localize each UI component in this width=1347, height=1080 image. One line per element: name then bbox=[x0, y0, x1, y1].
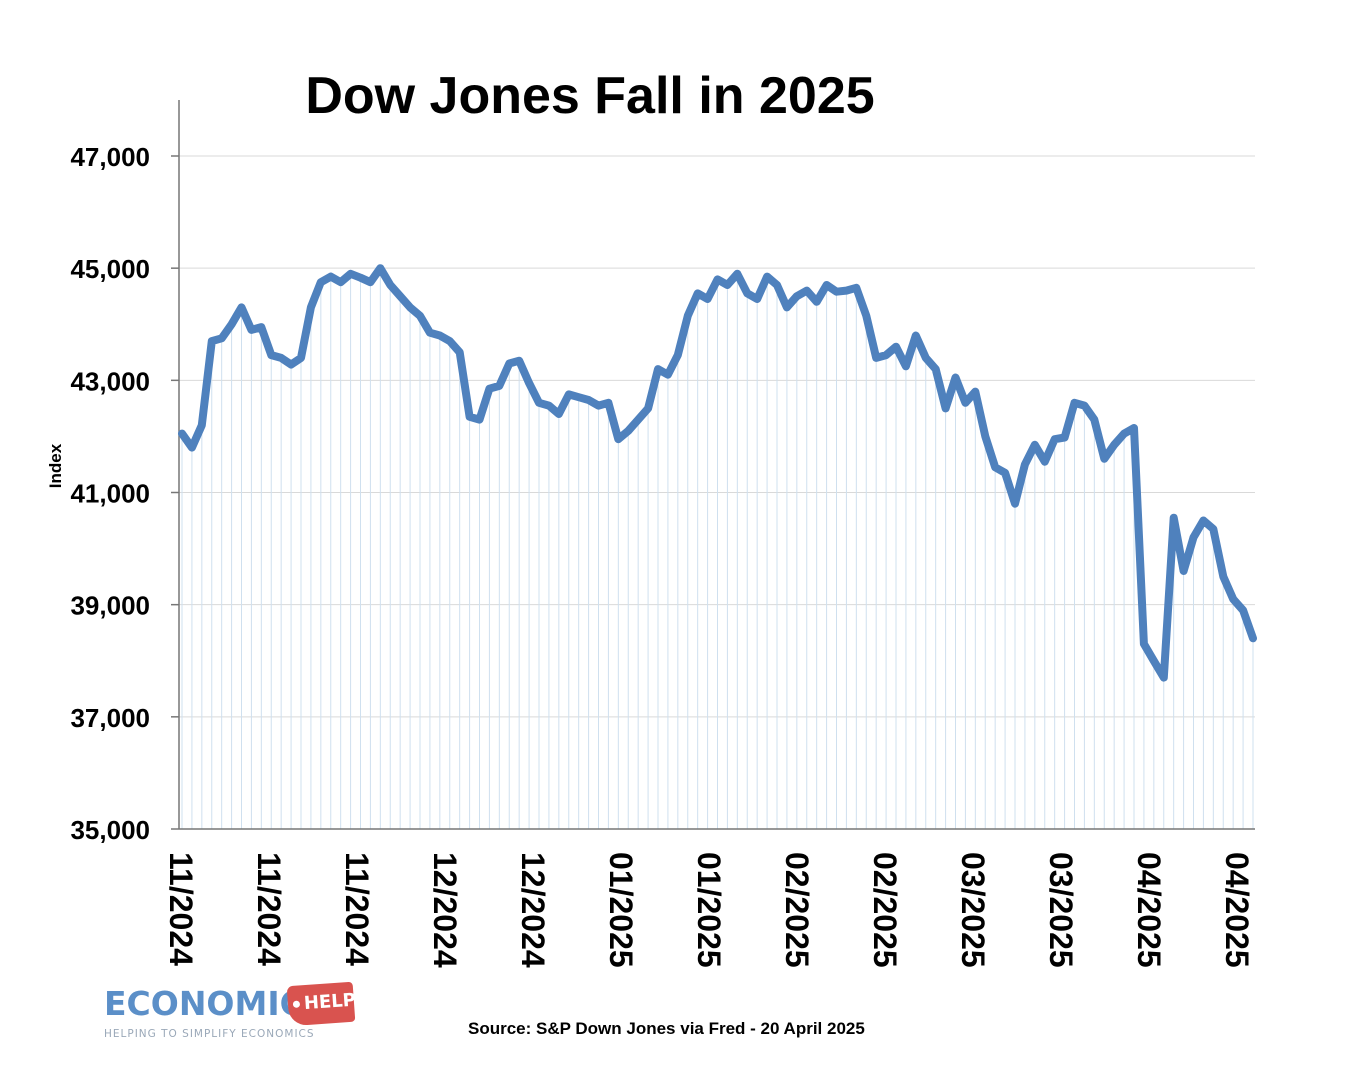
horizontal-gridlines bbox=[171, 155, 1255, 830]
y-tick-label: 47,000 bbox=[70, 142, 150, 172]
y-tick-label: 39,000 bbox=[70, 591, 150, 621]
x-tick-label: 01/2025 bbox=[603, 852, 639, 968]
x-tick-label: 11/2024 bbox=[339, 852, 375, 966]
x-tick-label: 04/2025 bbox=[1131, 852, 1167, 968]
x-tick-label: 11/2024 bbox=[251, 852, 287, 966]
x-tick-label: 02/2025 bbox=[867, 852, 903, 968]
x-tick-label: 12/2024 bbox=[515, 852, 551, 968]
y-tick-label: 43,000 bbox=[70, 366, 150, 396]
y-tick-label: 37,000 bbox=[70, 703, 150, 733]
x-tick-label: 03/2025 bbox=[1043, 852, 1079, 968]
x-tick-label: 02/2025 bbox=[779, 852, 815, 968]
logo-tagline: HELPING TO SIMPLIFY ECONOMICS bbox=[104, 1028, 315, 1040]
x-tick-label: 01/2025 bbox=[691, 852, 727, 968]
x-tick-labels: 11/2024 11/2024 11/2024 12/2024 12/2024 01/20… bbox=[163, 852, 1255, 968]
y-axis-label: Index bbox=[46, 443, 65, 488]
economics-help-logo: ECONOMICS HELP HELPING TO SIMPLIFY ECONO… bbox=[104, 978, 364, 1044]
x-tick-label: 11/2024 bbox=[163, 852, 199, 966]
x-tick-label: 12/2024 bbox=[427, 852, 463, 968]
x-tick-label: 03/2025 bbox=[955, 852, 991, 968]
y-tick-labels: 35,000 37,000 39,000 41,000 43,000 45,000 47,0… bbox=[70, 142, 150, 845]
tag-hole bbox=[292, 1000, 301, 1008]
vertical-gridlines bbox=[181, 268, 1254, 829]
source-note: Source: S&P Down Jones via Fred - 20 Apr… bbox=[468, 1019, 865, 1038]
series-line bbox=[178, 264, 1257, 682]
x-tick-label: 04/2025 bbox=[1219, 852, 1255, 968]
y-tick-label: 45,000 bbox=[70, 254, 150, 284]
price-tag-icon: HELP bbox=[286, 981, 357, 1027]
y-tick-label: 41,000 bbox=[70, 479, 150, 509]
logo-tag-text: HELP bbox=[303, 989, 357, 1015]
chart-title: Dow Jones Fall in 2025 bbox=[305, 67, 875, 125]
y-tick-label: 35,000 bbox=[70, 815, 150, 845]
